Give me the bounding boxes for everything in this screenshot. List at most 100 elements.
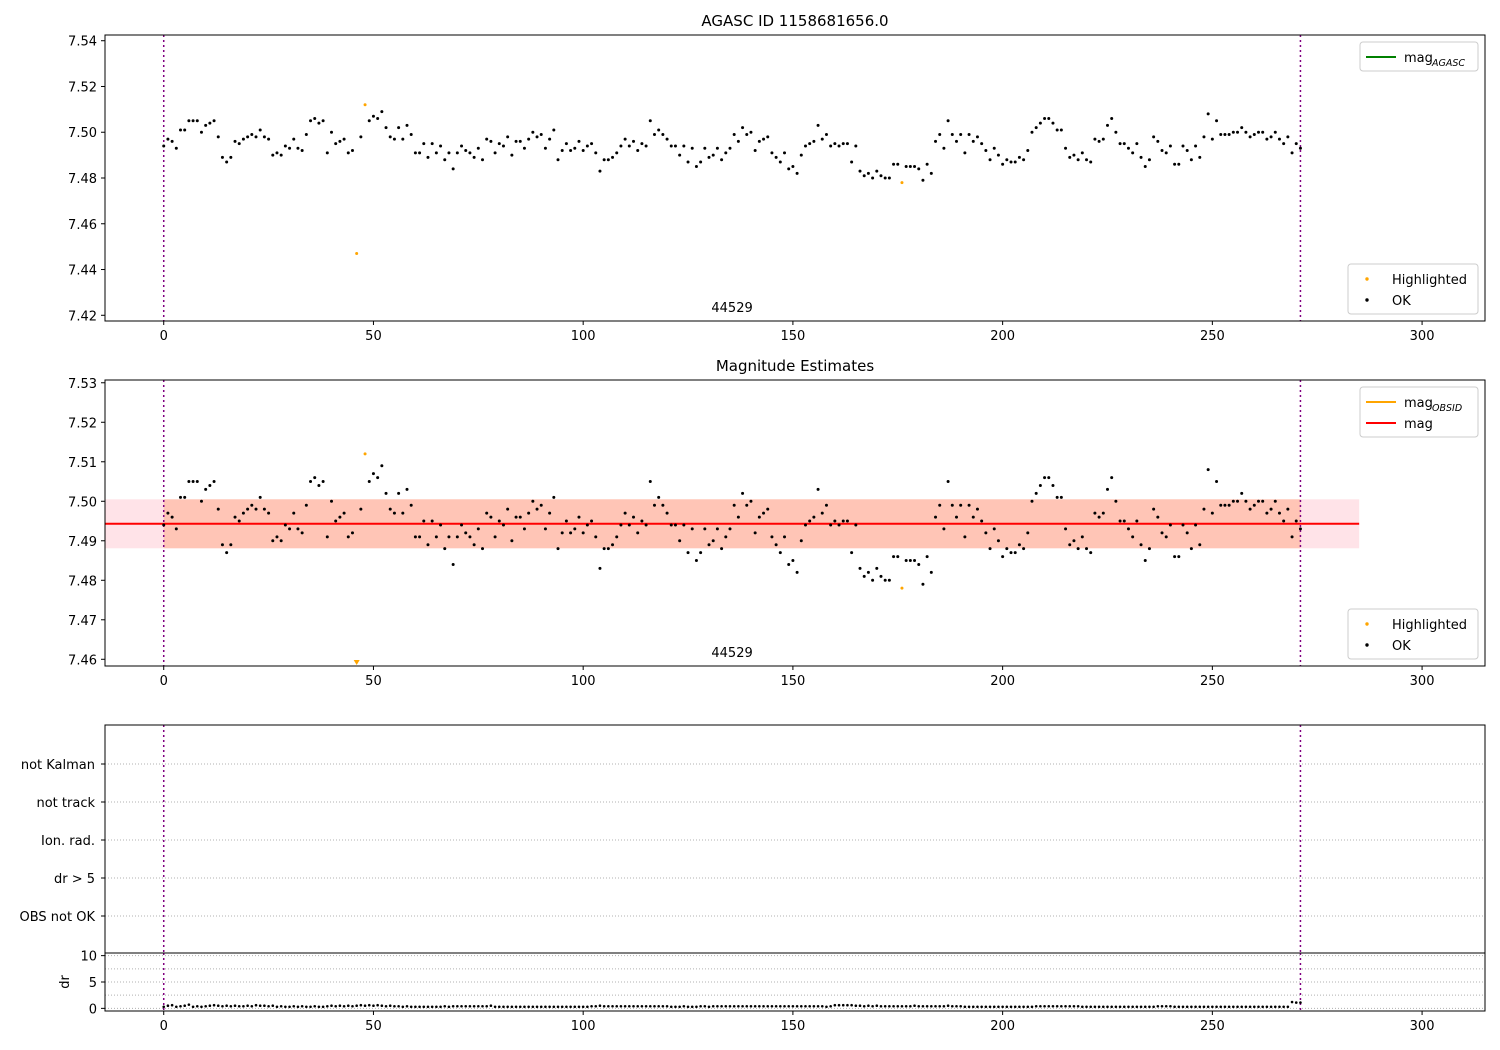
ok-point: [485, 137, 489, 141]
dr-point: [930, 1004, 933, 1008]
ok-point: [527, 511, 531, 515]
legend-box: [1347, 263, 1479, 315]
dr-point: [548, 1005, 551, 1009]
dr-point: [1177, 1005, 1181, 1009]
ok-point: [862, 174, 866, 178]
ok-point: [1110, 117, 1114, 121]
ok-point: [720, 547, 724, 551]
dr-point: [1097, 1005, 1101, 1009]
ok-point: [288, 146, 292, 150]
dr-point: [414, 1005, 417, 1009]
ok-point: [451, 562, 455, 566]
dr-point: [1089, 1005, 1093, 1009]
ok-point: [439, 523, 443, 527]
ok-point: [556, 158, 560, 162]
ok-point: [539, 133, 543, 137]
ok-point: [367, 480, 371, 484]
ok-point: [887, 578, 891, 582]
chart-title: AGASC ID 1158681656.0: [701, 12, 888, 30]
dr-point: [678, 1005, 681, 1009]
ok-point: [585, 144, 589, 148]
dr-point: [204, 1004, 207, 1008]
ok-point: [338, 515, 342, 519]
dr-point: [896, 1004, 900, 1008]
ok-point: [1013, 160, 1017, 164]
ok-point: [917, 562, 921, 566]
dr-point: [460, 1004, 463, 1008]
ok-point: [460, 523, 464, 527]
ok-point: [673, 523, 677, 527]
ok-point: [1126, 527, 1130, 531]
ok-point: [241, 511, 245, 515]
dr-point: [1026, 1005, 1030, 1009]
ok-point: [611, 543, 615, 547]
ok-point: [250, 503, 254, 507]
dr-point: [175, 1005, 178, 1009]
legend-point-label: OK: [1392, 294, 1411, 309]
dr-point: [456, 1004, 459, 1008]
dr-point: [1185, 1005, 1189, 1009]
ok-point: [476, 527, 480, 531]
ok-point: [501, 144, 505, 148]
dr-point: [367, 1003, 371, 1007]
ok-point: [1017, 155, 1021, 159]
ok-point: [984, 531, 988, 535]
dr-point: [1135, 1005, 1139, 1009]
ok-point: [745, 503, 749, 507]
ok-point: [166, 511, 170, 515]
ok-point: [1177, 555, 1181, 559]
ok-point: [1269, 507, 1273, 511]
dr-point: [179, 1004, 182, 1008]
dr-point: [531, 1005, 535, 1009]
ok-point: [913, 165, 917, 169]
y-tick-label: 7.48: [68, 574, 97, 589]
ok-point: [816, 487, 820, 491]
ok-point: [191, 119, 195, 123]
ok-point: [1156, 515, 1160, 519]
ok-point: [1097, 515, 1101, 519]
dr-point: [1211, 1005, 1214, 1009]
ok-point: [812, 515, 816, 519]
ok-point: [501, 523, 505, 527]
dr-point: [766, 1004, 770, 1008]
ok-point: [799, 539, 803, 543]
ok-point: [858, 169, 862, 173]
ok-point: [1252, 503, 1256, 507]
ok-point: [279, 539, 283, 543]
x-tick-label: 200: [990, 1019, 1015, 1034]
ok-point: [1206, 468, 1210, 472]
y-tick-label: 7.52: [68, 416, 97, 431]
ok-point: [1219, 133, 1223, 137]
highlighted-point: [355, 252, 359, 256]
ok-point: [179, 495, 183, 499]
ok-point: [1244, 130, 1248, 134]
ok-point: [925, 162, 929, 166]
ok-point: [229, 155, 233, 159]
x-tick-label: 0: [160, 674, 168, 689]
ok-point: [409, 503, 413, 507]
dr-point: [955, 1004, 958, 1008]
ok-point: [1064, 146, 1068, 150]
ok-point: [1160, 531, 1164, 535]
ok-point: [1105, 123, 1109, 127]
dr-point: [468, 1004, 472, 1008]
ok-point: [1206, 112, 1210, 116]
dr-point: [1232, 1005, 1235, 1009]
ok-point: [292, 511, 296, 515]
dr-point: [837, 1003, 841, 1007]
ok-point: [208, 483, 212, 487]
ok-point: [220, 155, 224, 159]
y-tick-label: 7.47: [68, 614, 97, 629]
ok-point: [1064, 527, 1068, 531]
ok-point: [879, 174, 883, 178]
ok-point: [569, 149, 573, 153]
ok-point: [636, 531, 640, 535]
ok-point: [640, 142, 644, 146]
dr-point: [359, 1003, 363, 1007]
ok-point: [652, 503, 656, 507]
ok-point: [925, 555, 929, 559]
ok-point: [980, 519, 984, 523]
ok-point: [908, 165, 912, 169]
dr-point: [795, 1004, 799, 1008]
dr-point: [510, 1005, 514, 1009]
